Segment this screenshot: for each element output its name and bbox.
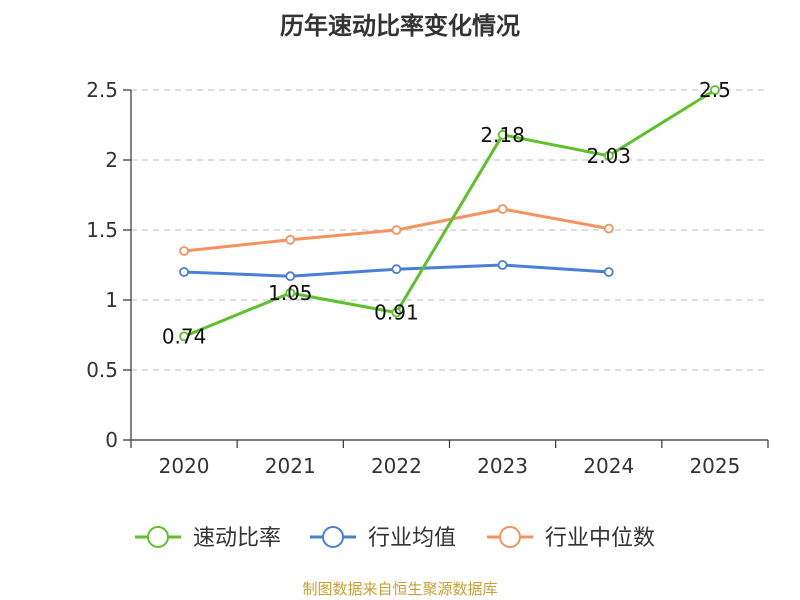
data-point [391,225,402,235]
data-label: 0.91 [374,301,419,325]
data-point [391,264,402,275]
y-tick-label: 1.5 [86,218,118,242]
x-tick-label: 2025 [689,454,740,478]
data-point [179,246,189,256]
legend-marker [147,526,169,548]
data-point [179,331,189,342]
legend-label: 速动比率 [193,526,281,551]
x-tick-label: 2023 [477,454,528,478]
x-tick-label: 2024 [583,454,634,478]
data-point [497,129,508,140]
data-labels: 0.74 1.05 0.91 2.18 2.03 2.5 [162,78,731,348]
data-point [603,267,614,277]
data-point [603,150,614,161]
data-point [285,234,296,245]
data-point [603,223,614,234]
data-point [497,260,508,270]
x-tick-label: 2021 [265,454,316,478]
y-tick-label: 2 [105,148,118,172]
y-tick-label: 1 [105,288,118,312]
chart-title: 历年速动比率变化情况 [280,12,520,40]
data-label: 2.18 [480,123,525,147]
series-lines [179,85,720,342]
legend-marker [499,526,521,548]
y-tick-label: 0 [105,428,118,452]
gridlines [131,89,768,371]
y-tick-label: 0.5 [86,358,118,382]
source-note: 制图数据来自恒生聚源数据库 [302,580,498,598]
y-tick-label: 2.5 [86,78,118,102]
data-point [710,85,720,95]
legend-label: 行业均值 [368,526,456,551]
data-label: 0.74 [162,324,207,348]
legend[interactable]: 速动比率 行业均值 行业中位数 [135,526,655,551]
data-label: 1.05 [268,281,313,305]
data-label: 2.5 [699,78,731,102]
data-point [497,204,508,214]
data-point [285,271,296,282]
data-point [179,267,189,277]
legend-label: 行业中位数 [545,526,655,551]
legend-marker [322,526,344,548]
data-label: 2.03 [586,144,631,168]
data-point [391,307,402,318]
x-tick-label: 2022 [371,454,422,478]
series-line [183,88,716,338]
x-tick-label: 2020 [159,454,210,478]
axes: 0 0.5 1 1.5 2 2.5 2020 2021 2022 2023 2024 2025 [86,78,769,478]
data-point [285,288,296,298]
